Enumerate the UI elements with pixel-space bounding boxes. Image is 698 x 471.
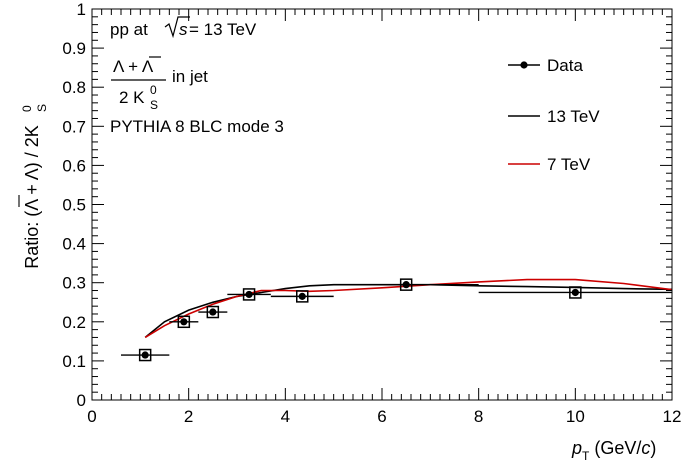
fraction-den-sup: 0 (150, 83, 157, 97)
x-axis-title-close: ) (650, 438, 656, 458)
x-tick-label: 4 (281, 407, 290, 426)
x-tick-label: 10 (566, 407, 585, 426)
x-axis-title: pT (GeV/c) (571, 438, 656, 463)
annotation-line1: pp at (110, 20, 148, 39)
data-point-marker (141, 351, 149, 359)
data-point-syst-box (296, 290, 309, 303)
data-point-syst-box (177, 315, 191, 329)
x-axis-title-c: c (641, 438, 650, 458)
series-line-7-tev (144, 278, 673, 339)
data-point-marker (402, 281, 410, 289)
x-tick-label: 8 (474, 407, 483, 426)
data-point-syst-box (138, 348, 152, 362)
y-tick-label: 0.4 (62, 235, 86, 254)
sqrt-s: s (179, 20, 188, 39)
data-point-marker (180, 318, 188, 326)
data-point-marker (571, 288, 579, 297)
y-tick-label: 0.2 (62, 313, 86, 332)
x-axis-title-p: p (571, 438, 582, 458)
x-tick-label: 12 (663, 407, 682, 426)
y-axis-title-sup: 0 (20, 105, 34, 112)
x-tick-label: 6 (377, 407, 386, 426)
annotation-block: pp at s = 13 TeV Λ + Λ 2 K 0 S in jet PY… (110, 16, 284, 136)
fraction-numerator: Λ + Λ (113, 57, 154, 76)
annotation-line1-prefix: pp at (110, 20, 148, 39)
y-tick-label: 0.8 (62, 78, 86, 97)
data-point-marker (245, 290, 253, 299)
fraction-suffix: in jet (172, 67, 208, 86)
fraction-denominator: 2 K (119, 88, 145, 107)
y-axis-title-sub: S (35, 104, 49, 112)
data-point-marker (209, 308, 217, 316)
y-tick-label: 0.7 (62, 117, 86, 136)
legend-label-1: 13 TeV (547, 107, 600, 126)
svg-text:pT (GeV/c): pT (GeV/c) (571, 438, 656, 463)
y-tick-label: 0.9 (62, 39, 86, 58)
y-axis-title-text: Ratio: (Λ + Λ) / 2K (22, 125, 42, 269)
x-tick-label: 2 (184, 407, 193, 426)
legend: Data 13 TeV 7 TeV (508, 56, 600, 174)
fraction-den-sub: S (150, 98, 158, 112)
data-point-syst-box (206, 305, 220, 319)
x-tick-label: 0 (87, 407, 96, 426)
legend-label-2: 7 TeV (547, 155, 591, 174)
annotation-generator: PYTHIA 8 BLC mode 3 (110, 117, 284, 136)
data-point-syst-box (242, 288, 256, 301)
annotation-line1-suffix: = 13 TeV (189, 20, 257, 39)
legend-marker-0 (520, 61, 528, 69)
sqrt-symbol: s = 13 TeV (164, 16, 257, 39)
y-tick-label: 1 (77, 0, 86, 19)
series-line-13-tev (144, 283, 673, 339)
data-point-syst-box (569, 286, 582, 299)
x-axis-title-sub: T (582, 449, 590, 463)
y-tick-label: 0.6 (62, 156, 86, 175)
x-axis-title-rest: (GeV/ (589, 438, 641, 458)
y-tick-label: 0.5 (62, 196, 86, 215)
data-point-syst-box (399, 278, 413, 291)
axes: 0 2 4 6 8 10 12 0 0.1 0.2 0.3 0.4 0.5 0.6 0.7 0.8 0.9 1 (62, 0, 681, 426)
plot-marks (121, 278, 673, 362)
y-axis-title: Ratio: (Λ + Λ) / 2K 0 S (18, 104, 49, 269)
fraction-label: Λ + Λ 2 K 0 S in jet (111, 56, 208, 112)
y-tick-label: 0.3 (62, 274, 86, 293)
y-tick-label: 0.1 (62, 352, 86, 371)
data-point-marker (298, 292, 306, 300)
y-tick-label: 0 (77, 391, 86, 410)
legend-label-0: Data (547, 56, 583, 75)
